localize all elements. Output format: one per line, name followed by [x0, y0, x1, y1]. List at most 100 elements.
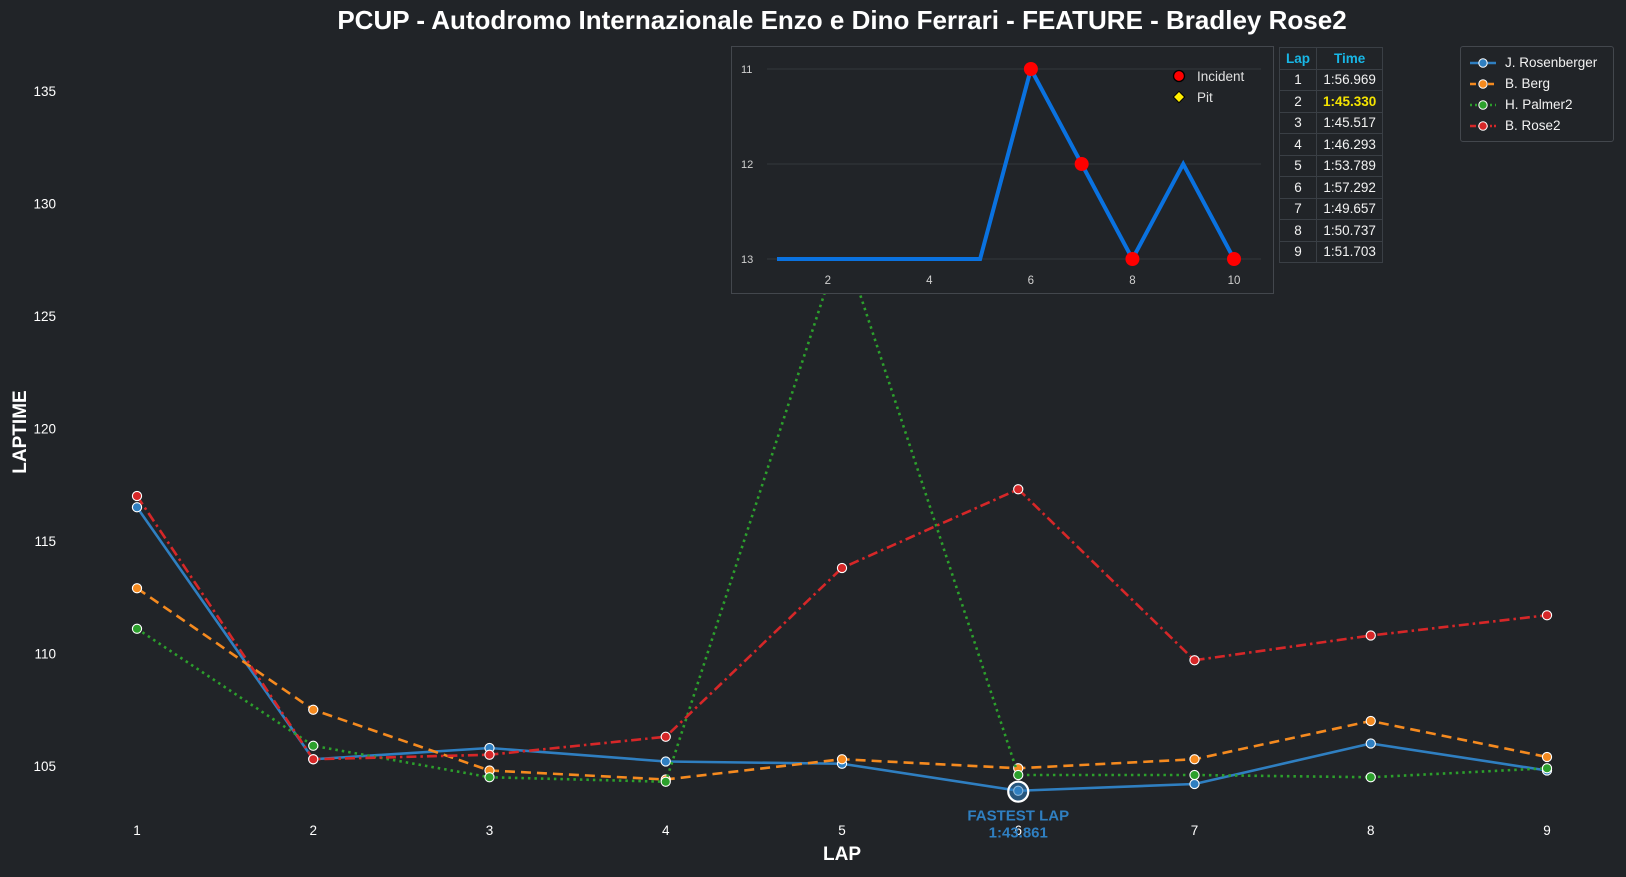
data-point [836, 754, 848, 765]
legend-label: H. Palmer2 [1505, 97, 1573, 112]
inset-position-line [777, 63, 1236, 264]
lap-table-row: 9 1:51.703 [1278, 240, 1384, 263]
data-point [131, 583, 143, 594]
x-tick-label: 3 [486, 823, 494, 838]
incident-legend-label: Incident [1197, 69, 1245, 84]
x-tick-label: 2 [309, 823, 317, 838]
lap-times-table: Lap Time 1 1:56.969 2 1:45.330 3 1:45.517 4 1:4… [1278, 47, 1384, 263]
data-point [1189, 754, 1200, 765]
y-axis-label: LAPTIME [10, 390, 31, 473]
data-point [308, 754, 319, 765]
lap-table-row: 8 1:50.737 [1278, 219, 1384, 242]
incident-legend-marker [1172, 69, 1186, 83]
y-tick-label: 130 [33, 197, 56, 212]
y-tick-label: 125 [33, 309, 56, 324]
x-tick-label: 7 [1191, 823, 1199, 838]
data-point [1189, 655, 1200, 666]
lap-number-cell: 4 [1278, 133, 1318, 156]
fastest-lap-label: FASTEST LAP [967, 808, 1069, 825]
lap-number-cell: 7 [1278, 197, 1318, 220]
series-b-rose2 [131, 484, 1553, 765]
lap-time-cell: 1:57.292 [1316, 176, 1384, 199]
lap-time-cell: 1:46.293 [1316, 133, 1384, 156]
lap-time-cell: 1:50.737 [1316, 219, 1384, 242]
lap-number-cell: 3 [1278, 111, 1318, 134]
lap-time-cell: 1:56.969 [1316, 68, 1384, 91]
x-tick-label: 9 [1543, 823, 1551, 838]
fastest-lap-marker [1007, 780, 1030, 803]
legend-label: B. Rose2 [1505, 118, 1561, 133]
series-legend: J. Rosenberger B. Berg H. Palmer2 B. Rose2 [1460, 46, 1614, 142]
y-tick-label: 115 [34, 534, 56, 549]
x-tick-label: 1 [133, 823, 141, 838]
legend-swatch [1470, 120, 1496, 131]
lap-table-row: 7 1:49.657 [1278, 197, 1384, 220]
x-tick-label: 5 [838, 823, 846, 838]
lap-table-row: 4 1:46.293 [1278, 133, 1384, 156]
incident-marker [1074, 157, 1089, 171]
inset-x-tick-labels: 2 4 6 8 10 [825, 275, 1241, 287]
legend-swatch [1470, 78, 1496, 89]
lap-number-cell: 5 [1278, 154, 1318, 177]
x-tick-label: 6 [1014, 823, 1022, 838]
data-point [131, 490, 143, 502]
incident-marker [1227, 252, 1241, 266]
data-point [1013, 769, 1024, 781]
pit-legend-label: Pit [1197, 90, 1213, 105]
lap-table-row: 2 1:45.330 [1278, 90, 1384, 113]
pit-legend-marker [1172, 90, 1186, 104]
legend-label: J. Rosenberger [1505, 55, 1598, 70]
data-point [131, 623, 143, 634]
y-tick-label: 105 [33, 759, 56, 774]
inset-line [777, 63, 1236, 264]
inset-x-tick-label: 2 [825, 275, 831, 287]
inset-y-tick-label: 12 [741, 159, 753, 171]
lap-table-row: 5 1:53.789 [1278, 154, 1384, 177]
series-line [136, 238, 1548, 784]
legend-item: B. Rose2 [1461, 115, 1613, 136]
series-j-rosenberger [131, 502, 1553, 796]
inset-x-tick-label: 10 [1228, 275, 1241, 287]
inset-x-tick-label: 6 [1028, 275, 1034, 287]
fastest-lap-time: 1:43.861 [989, 825, 1048, 842]
data-point [836, 562, 848, 574]
data-point [1541, 751, 1553, 763]
data-point [484, 749, 495, 760]
data-point [660, 776, 671, 787]
data-point [308, 704, 319, 715]
inset-y-tick-label: 11 [741, 64, 752, 76]
data-point [1189, 769, 1200, 781]
chart-title: PCUP - Autodromo Internazionale Enzo e D… [337, 5, 1346, 35]
lap-table-row: 3 1:45.517 [1278, 111, 1384, 134]
legend-item: J. Rosenberger [1461, 52, 1613, 73]
data-point [308, 740, 319, 751]
series-layer [131, 234, 1553, 796]
legend-item: H. Palmer2 [1461, 94, 1613, 115]
lap-time-cell: 1:53.789 [1316, 154, 1384, 177]
legend-item: B. Berg [1461, 73, 1613, 94]
data-point [1365, 630, 1376, 641]
inset-y-tick-label: 13 [741, 254, 753, 266]
lap-number-cell: 8 [1278, 219, 1318, 242]
lap-table-row: 6 1:57.292 [1278, 176, 1384, 199]
lap-time-cell: 1:51.703 [1316, 240, 1384, 263]
incident-marker [1023, 62, 1038, 76]
lap-number-cell: 2 [1278, 90, 1318, 113]
inset-x-tick-label: 8 [1129, 275, 1135, 287]
inset-x-tick-label: 4 [926, 275, 933, 287]
inset-legend: Incident Pit [1172, 69, 1245, 105]
series-h-palmer2 [131, 234, 1553, 787]
data-point [1365, 738, 1376, 749]
data-point [131, 502, 143, 513]
lap-time-cell: 1:45.330 [1316, 90, 1384, 113]
series-b-berg [131, 583, 1553, 785]
legend-swatch [1470, 99, 1496, 110]
lap-time-cell: 1:49.657 [1316, 197, 1384, 220]
lap-header: Lap [1278, 47, 1318, 70]
y-tick-label: 120 [33, 422, 56, 437]
y-tick-label: 135 [33, 84, 56, 99]
series-line [135, 487, 1548, 761]
data-point [660, 756, 671, 767]
